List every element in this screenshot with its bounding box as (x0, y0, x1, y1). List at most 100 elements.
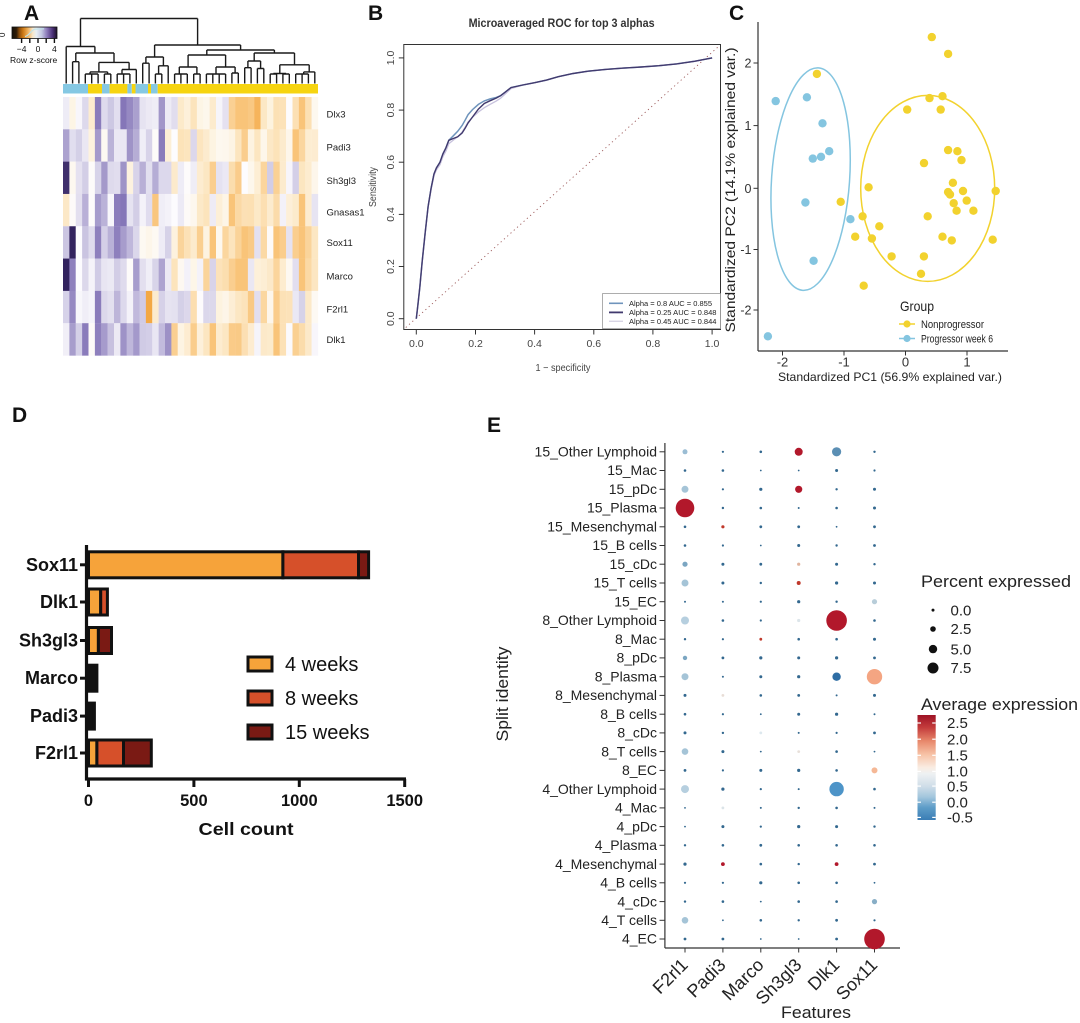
svg-text:-2: -2 (740, 304, 751, 318)
svg-text:Padi3: Padi3 (327, 143, 351, 154)
svg-text:2: 2 (745, 57, 752, 71)
svg-text:Dlk1: Dlk1 (327, 335, 346, 346)
svg-text:Padi3: Padi3 (30, 706, 78, 726)
svg-text:Marco: Marco (327, 271, 353, 282)
svg-text:Nonprogressor: Nonprogressor (921, 319, 984, 331)
svg-text:0.6: 0.6 (586, 338, 601, 350)
svg-text:15_Mesenchymal: 15_Mesenchymal (547, 519, 657, 535)
svg-text:15_Mac: 15_Mac (607, 462, 657, 478)
svg-text:-1: -1 (740, 243, 751, 257)
svg-text:Row z-score: Row z-score (10, 55, 58, 65)
svg-text:Average expression: Average expression (921, 695, 1078, 714)
svg-text:Features: Features (781, 1003, 851, 1022)
svg-text:Cell count: Cell count (199, 819, 294, 839)
svg-text:Percent expressed: Percent expressed (921, 572, 1071, 591)
svg-text:F2rl1: F2rl1 (35, 743, 78, 763)
svg-text:4_B cells: 4_B cells (600, 875, 657, 891)
svg-text:2.0: 2.0 (947, 731, 968, 748)
svg-text:0: 0 (0, 32, 7, 37)
svg-text:Microaveraged ROC for top 3 al: Microaveraged ROC for top 3 alphas (469, 16, 655, 30)
svg-text:Alpha = 0.45 AUC = 0.844: Alpha = 0.45 AUC = 0.844 (629, 317, 717, 326)
svg-text:0.8: 0.8 (646, 338, 661, 350)
svg-text:4_Mesenchymal: 4_Mesenchymal (555, 856, 657, 872)
svg-text:1.0: 1.0 (705, 338, 720, 350)
svg-text:0.2: 0.2 (468, 338, 483, 350)
svg-text:15_Other Lymphoid: 15_Other Lymphoid (535, 444, 657, 460)
svg-text:15_cDc: 15_cDc (610, 556, 657, 572)
svg-text:C: C (729, 2, 744, 25)
svg-text:0.5: 0.5 (947, 778, 968, 795)
svg-text:0: 0 (84, 792, 93, 810)
svg-text:Dlx3: Dlx3 (327, 110, 346, 121)
svg-text:D: D (12, 404, 27, 427)
svg-text:A: A (24, 2, 39, 25)
svg-text:4: 4 (52, 44, 57, 54)
svg-text:1: 1 (963, 355, 970, 370)
svg-text:0.4: 0.4 (385, 207, 397, 222)
svg-text:E: E (487, 414, 501, 437)
svg-text:8_Plasma: 8_Plasma (595, 668, 657, 684)
svg-text:0: 0 (902, 355, 909, 370)
svg-text:Alpha = 0.25 AUC = 0.848: Alpha = 0.25 AUC = 0.848 (629, 308, 717, 317)
svg-text:8_Mac: 8_Mac (615, 631, 657, 647)
svg-text:Alpha = 0.8 AUC = 0.855: Alpha = 0.8 AUC = 0.855 (629, 299, 712, 308)
svg-text:8 weeks: 8 weeks (285, 688, 358, 710)
svg-text:B: B (368, 2, 383, 25)
svg-text:0.4: 0.4 (527, 338, 542, 350)
svg-text:0.6: 0.6 (385, 155, 397, 170)
svg-text:1 − specificity: 1 − specificity (536, 363, 591, 374)
svg-text:7.5: 7.5 (951, 660, 972, 677)
svg-text:Standardized PC2 (14.1% explai: Standardized PC2 (14.1% explained var.) (722, 48, 738, 333)
svg-text:4_Plasma: 4_Plasma (595, 837, 657, 853)
svg-text:-0.5: -0.5 (947, 810, 973, 827)
svg-text:15 weeks: 15 weeks (285, 722, 370, 744)
svg-text:4_pDc: 4_pDc (617, 818, 657, 834)
svg-text:8_Other Lymphoid: 8_Other Lymphoid (542, 612, 657, 628)
svg-text:500: 500 (180, 792, 208, 810)
svg-text:4_EC: 4_EC (622, 931, 657, 947)
svg-text:0.8: 0.8 (385, 103, 397, 118)
svg-text:F2rl1: F2rl1 (327, 304, 349, 315)
svg-text:-1: -1 (838, 355, 850, 370)
svg-text:Sh3gl3: Sh3gl3 (327, 176, 357, 187)
svg-text:Sensitivity: Sensitivity (368, 167, 379, 207)
svg-text:8_pDc: 8_pDc (617, 650, 657, 666)
svg-text:15_T cells: 15_T cells (593, 575, 657, 591)
svg-text:Gnasas1: Gnasas1 (327, 208, 365, 219)
svg-text:Sox11: Sox11 (26, 555, 78, 575)
svg-text:Sox11: Sox11 (327, 238, 353, 249)
svg-text:2.5: 2.5 (951, 621, 972, 638)
svg-text:1.0: 1.0 (947, 764, 968, 781)
svg-text:1500: 1500 (386, 792, 423, 810)
svg-text:15_pDc: 15_pDc (609, 481, 657, 497)
svg-text:0: 0 (36, 44, 41, 54)
svg-text:Sox11: Sox11 (832, 955, 881, 1004)
svg-text:F2rl1: F2rl1 (649, 955, 692, 998)
svg-text:8_B cells: 8_B cells (600, 706, 657, 722)
svg-text:0.0: 0.0 (947, 794, 968, 811)
svg-text:0: 0 (745, 182, 752, 196)
svg-text:5.0: 5.0 (951, 641, 972, 658)
svg-text:1.0: 1.0 (385, 50, 397, 65)
svg-text:0.0: 0.0 (409, 338, 424, 350)
svg-text:8_cDc: 8_cDc (617, 725, 657, 741)
svg-text:Standardized PC1 (56.9% explai: Standardized PC1 (56.9% explained var.) (778, 370, 1002, 384)
svg-text:Group: Group (900, 298, 934, 314)
svg-text:15_B cells: 15_B cells (592, 537, 657, 553)
svg-text:15_Plasma: 15_Plasma (587, 500, 657, 516)
svg-text:8_Mesenchymal: 8_Mesenchymal (555, 687, 657, 703)
svg-text:1000: 1000 (281, 792, 318, 810)
svg-text:4_Mac: 4_Mac (615, 800, 657, 816)
svg-text:15_EC: 15_EC (614, 593, 657, 609)
svg-text:2.5: 2.5 (947, 715, 968, 732)
svg-text:-2: -2 (777, 355, 789, 370)
svg-text:Dlk1: Dlk1 (40, 592, 78, 612)
svg-text:Sh3gl3: Sh3gl3 (19, 631, 78, 651)
svg-text:4_T cells: 4_T cells (601, 912, 657, 928)
svg-text:0.0: 0.0 (385, 311, 397, 326)
svg-text:−4: −4 (17, 44, 27, 54)
svg-text:0.2: 0.2 (385, 259, 397, 274)
svg-text:8_T cells: 8_T cells (601, 743, 657, 759)
svg-text:0.0: 0.0 (951, 602, 972, 619)
svg-text:1: 1 (745, 119, 752, 133)
